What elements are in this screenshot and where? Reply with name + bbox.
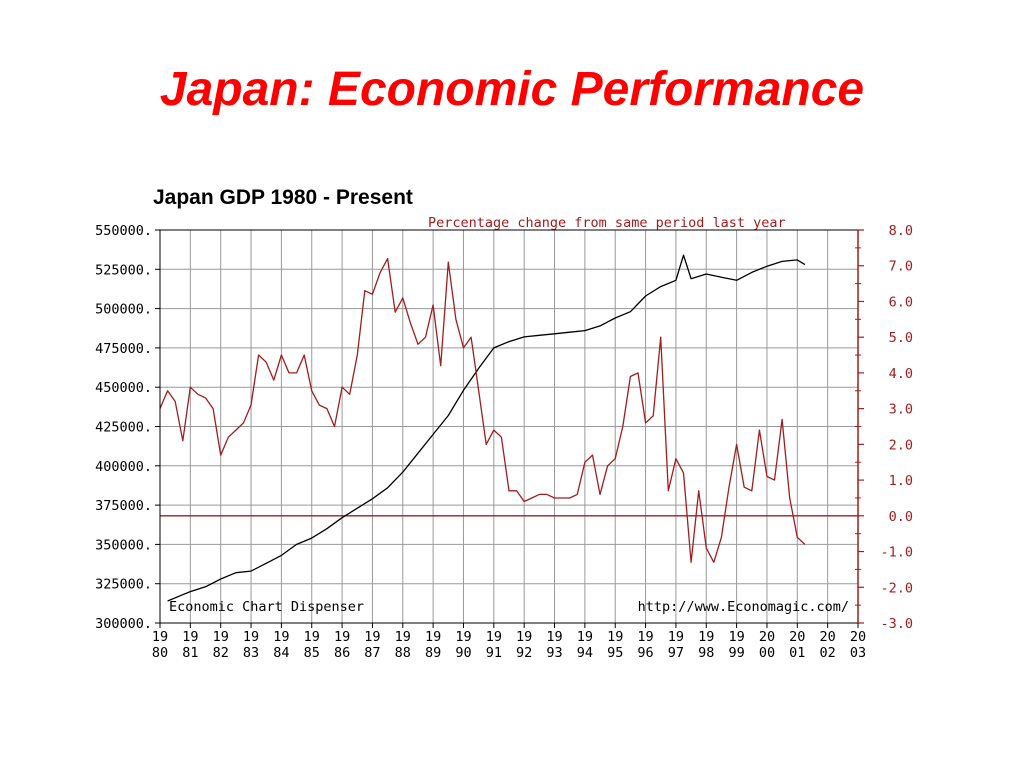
x-axis: 1980198119821983198419851986198719881989… [152,623,866,661]
right-tick-label: 8.0 [889,223,913,239]
x-tick-label-year: 83 [243,645,259,661]
chart-title: Japan GDP 1980 - Present [153,186,413,209]
left-tick-label: 500000. [95,302,152,318]
x-tick-label-year: 87 [364,645,380,661]
x-tick-label-century: 19 [637,629,653,645]
x-tick-label-year: 03 [850,645,866,661]
x-tick-label-century: 19 [698,629,714,645]
x-tick-label-year: 82 [213,645,229,661]
x-tick-label-century: 19 [668,629,684,645]
x-tick-label-century: 19 [152,629,168,645]
x-tick-label-century: 20 [759,629,775,645]
x-tick-label-year: 90 [455,645,471,661]
gdp-level-line [167,254,806,602]
x-tick-label-century: 19 [182,629,198,645]
x-tick-label-century: 19 [577,629,593,645]
x-tick-label-century: 19 [728,629,744,645]
x-tick-label-century: 19 [273,629,289,645]
x-tick-label-year: 98 [698,645,714,661]
credit-left: Economic Chart Dispenser [169,599,364,615]
x-tick-label-century: 19 [516,629,532,645]
x-tick-label-century: 19 [395,629,411,645]
credit-right: http://www.Economagic.com/ [638,599,849,615]
x-tick-label-year: 85 [304,645,320,661]
right-tick-label: 3.0 [889,402,913,418]
right-tick-label: -3.0 [880,616,913,632]
x-tick-label-century: 19 [425,629,441,645]
x-tick-label-year: 99 [728,645,744,661]
x-tick-label-year: 01 [789,645,805,661]
left-tick-label: 375000. [95,498,152,514]
left-tick-label: 300000. [95,616,152,632]
right-tick-label: 7.0 [889,259,913,275]
x-tick-label-year: 95 [607,645,623,661]
x-tick-label-century: 19 [243,629,259,645]
x-tick-label-century: 19 [455,629,471,645]
x-tick-label-century: 19 [607,629,623,645]
chart-subtitle: Percentage change from same period last … [428,215,786,231]
left-tick-label: 525000. [95,262,152,278]
left-tick-label: 450000. [95,380,152,396]
right-tick-label: 5.0 [889,330,913,346]
x-tick-label-year: 92 [516,645,532,661]
x-tick-label-year: 91 [486,645,502,661]
right-axis: 8.0 7.0 6.0 5.0 4.0 3.0 2.0 1.0 0.0 -1.0 -2.0 -3.0 [855,223,913,632]
x-tick-label-year: 80 [152,645,168,661]
right-tick-label: 2.0 [889,437,913,453]
x-tick-label-year: 97 [668,645,684,661]
right-tick-label: -1.0 [880,545,913,561]
left-tick-label: 475000. [95,341,152,357]
x-tick-label-year: 89 [425,645,441,661]
x-tick-label-year: 84 [273,645,289,661]
left-tick-label: 425000. [95,420,152,436]
x-tick-label-year: 93 [546,645,562,661]
x-tick-label-year: 86 [334,645,350,661]
x-tick-label-century: 19 [546,629,562,645]
x-tick-label-year: 81 [182,645,198,661]
x-tick-label-year: 96 [637,645,653,661]
series-group [159,254,806,602]
right-tick-label: 1.0 [889,473,913,489]
right-tick-label: -2.0 [880,580,913,596]
x-tick-label-century: 19 [486,629,502,645]
left-tick-label: 550000. [95,223,152,239]
left-axis: 550000. 525000. 500000. 475000. 450000. 42500… [95,223,160,632]
right-tick-label: 4.0 [889,366,913,382]
x-tick-label-century: 20 [820,629,836,645]
left-tick-label: 400000. [95,459,152,475]
left-tick-label: 325000. [95,577,152,593]
x-tick-label-century: 19 [364,629,380,645]
x-tick-label-year: 88 [395,645,411,661]
right-tick-label: 6.0 [889,294,913,310]
x-tick-label-century: 19 [213,629,229,645]
left-tick-label: 350000. [95,537,152,553]
x-tick-label-year: 94 [577,645,593,661]
x-tick-label-century: 20 [850,629,866,645]
x-tick-label-century: 19 [304,629,320,645]
slide-title: Japan: Economic Performance [159,63,865,116]
gdp-pct-change-line [159,257,806,563]
x-tick-label-century: 19 [334,629,350,645]
x-tick-label-century: 20 [789,629,805,645]
right-tick-label: 0.0 [889,509,913,525]
x-tick-label-year: 02 [820,645,836,661]
x-tick-label-year: 00 [759,645,775,661]
